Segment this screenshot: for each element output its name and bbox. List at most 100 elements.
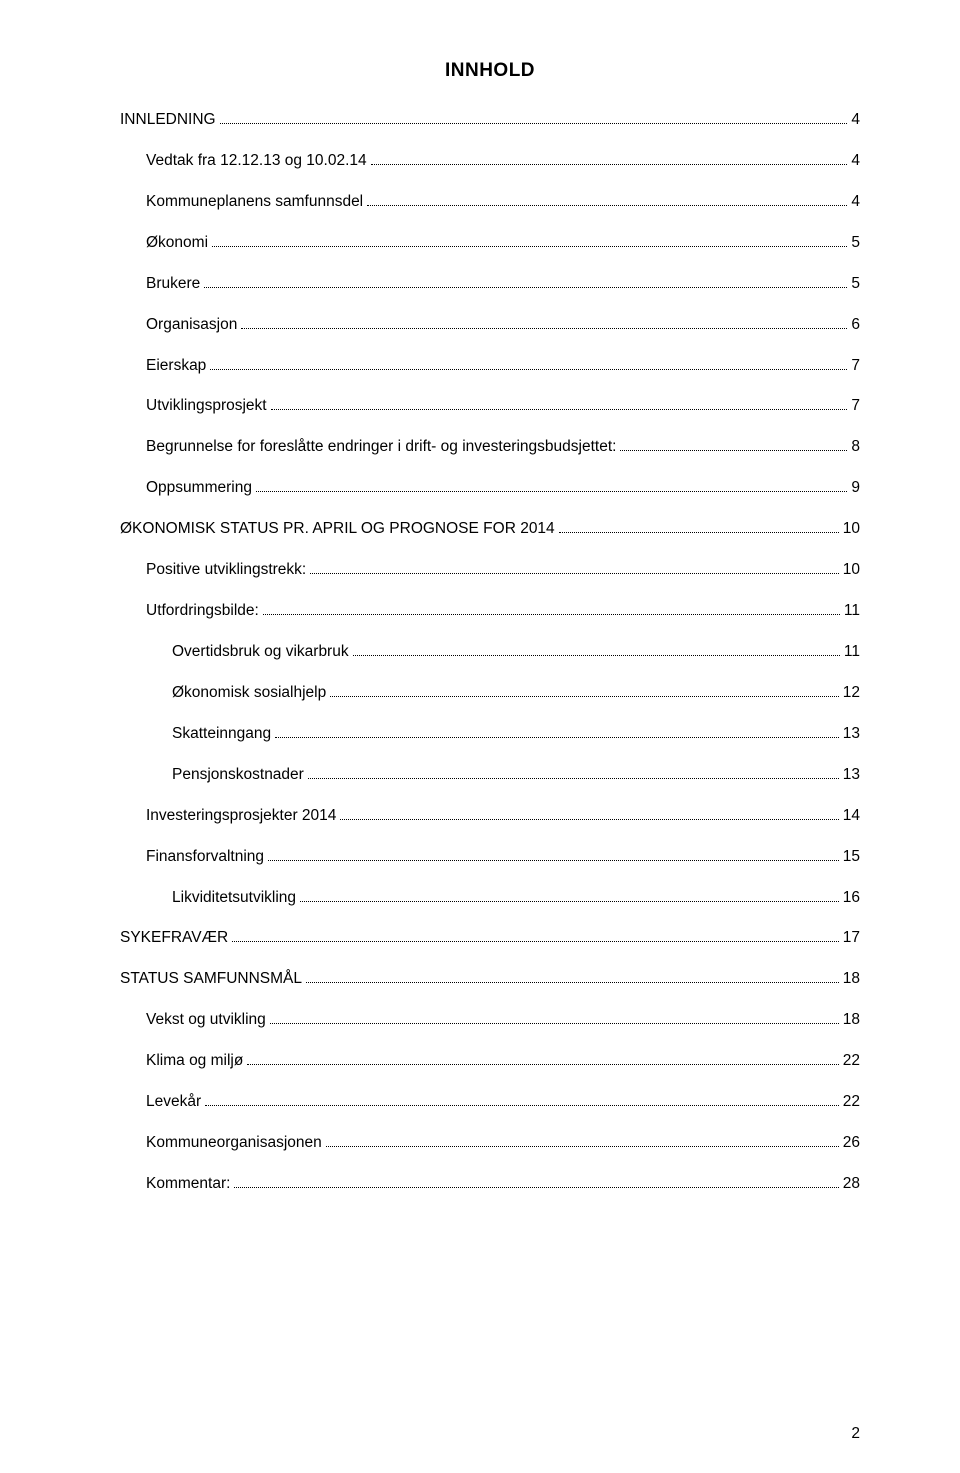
toc-entry-label: INNLEDNING xyxy=(120,110,216,131)
toc-entry-label: Økonomi xyxy=(146,233,208,254)
toc-entry-page: 4 xyxy=(851,192,860,213)
toc-entry-page: 11 xyxy=(844,642,860,663)
toc-leader-dots xyxy=(212,246,847,247)
toc-leader-dots xyxy=(241,328,847,329)
toc-entry-label: Kommuneplanens samfunnsdel xyxy=(146,192,363,213)
toc-leader-dots xyxy=(367,205,847,206)
toc-entry: Finansforvaltning15 xyxy=(120,847,860,868)
toc-entry-page: 4 xyxy=(851,110,860,131)
toc-entry: INNLEDNING 4 xyxy=(120,110,860,131)
toc-entry: Pensjonskostnader 13 xyxy=(120,765,860,786)
toc-entry-label: STATUS SAMFUNNSMÅL xyxy=(120,969,302,990)
toc-entry-page: 4 xyxy=(851,151,860,172)
toc-entry-page: 9 xyxy=(851,478,860,499)
toc-leader-dots xyxy=(270,1023,839,1024)
page-title: INNHOLD xyxy=(120,60,860,82)
toc-leader-dots xyxy=(620,450,847,451)
toc-leader-dots xyxy=(247,1064,838,1065)
toc-entry-label: Likviditetsutvikling xyxy=(172,888,296,909)
toc-entry-label: Positive utviklingstrekk: xyxy=(146,560,306,581)
toc-leader-dots xyxy=(306,982,839,983)
toc-entry-page: 13 xyxy=(843,765,860,786)
toc-entry: Kommuneorganisasjonen 26 xyxy=(120,1133,860,1154)
toc-entry-label: Oppsummering xyxy=(146,478,252,499)
toc-entry-label: Vekst og utvikling xyxy=(146,1010,266,1031)
toc-entry: Brukere 5 xyxy=(120,274,860,295)
toc-leader-dots xyxy=(308,778,839,779)
toc-leader-dots xyxy=(256,491,847,492)
toc-leader-dots xyxy=(268,860,839,861)
toc-entry: Økonomisk sosialhjelp 12 xyxy=(120,683,860,704)
toc-entry-label: Kommuneorganisasjonen xyxy=(146,1133,322,1154)
toc-entry-page: 18 xyxy=(843,969,860,990)
table-of-contents: INNLEDNING4Vedtak fra 12.12.13 og 10.02.… xyxy=(120,110,860,1195)
toc-entry-label: Økonomisk sosialhjelp xyxy=(172,683,326,704)
toc-entry: Kommuneplanens samfunnsdel 4 xyxy=(120,192,860,213)
toc-leader-dots xyxy=(353,655,840,656)
toc-entry: ØKONOMISK STATUS PR. APRIL OG PROGNOSE F… xyxy=(120,519,860,540)
toc-leader-dots xyxy=(234,1187,838,1188)
toc-entry-label: Finansforvaltning xyxy=(146,847,264,868)
toc-entry-page: 12 xyxy=(843,683,860,704)
toc-entry-page: 13 xyxy=(843,724,860,745)
toc-entry: Levekår 22 xyxy=(120,1092,860,1113)
toc-entry-label: Investeringsprosjekter 2014 xyxy=(146,806,336,827)
toc-leader-dots xyxy=(310,573,839,574)
toc-entry-page: 8 xyxy=(851,437,860,458)
page-number: 2 xyxy=(851,1425,860,1443)
toc-entry-page: 6 xyxy=(851,315,860,336)
toc-entry: STATUS SAMFUNNSMÅL 18 xyxy=(120,969,860,990)
toc-entry-label: Brukere xyxy=(146,274,200,295)
toc-entry: Vedtak fra 12.12.13 og 10.02.14 4 xyxy=(120,151,860,172)
toc-entry-label: Skatteinngang xyxy=(172,724,271,745)
toc-entry-page: 22 xyxy=(843,1092,860,1113)
toc-entry-label: Kommentar: xyxy=(146,1174,230,1195)
toc-entry-page: 26 xyxy=(843,1133,860,1154)
toc-entry: Økonomi 5 xyxy=(120,233,860,254)
toc-entry-label: Pensjonskostnader xyxy=(172,765,304,786)
toc-entry-page: 7 xyxy=(851,356,860,377)
toc-entry-label: SYKEFRAVÆR xyxy=(120,928,228,949)
toc-entry-label: Vedtak fra 12.12.13 og 10.02.14 xyxy=(146,151,367,172)
toc-entry-page: 5 xyxy=(851,274,860,295)
toc-entry: Overtidsbruk og vikarbruk11 xyxy=(120,642,860,663)
toc-entry-page: 14 xyxy=(843,806,860,827)
toc-entry: Begrunnelse for foreslåtte endringer i d… xyxy=(120,437,860,458)
toc-leader-dots xyxy=(232,941,839,942)
toc-leader-dots xyxy=(340,819,838,820)
toc-entry: Skatteinngang 13 xyxy=(120,724,860,745)
toc-entry-page: 17 xyxy=(843,928,860,949)
toc-leader-dots xyxy=(326,1146,839,1147)
toc-entry-label: Levekår xyxy=(146,1092,201,1113)
toc-entry-label: ØKONOMISK STATUS PR. APRIL OG PROGNOSE F… xyxy=(120,519,555,540)
toc-entry: SYKEFRAVÆR 17 xyxy=(120,928,860,949)
toc-entry: Utfordringsbilde: 11 xyxy=(120,601,860,622)
toc-leader-dots xyxy=(210,369,847,370)
toc-entry-page: 11 xyxy=(844,601,860,622)
toc-entry-label: Organisasjon xyxy=(146,315,237,336)
toc-leader-dots xyxy=(300,901,839,902)
toc-leader-dots xyxy=(204,287,847,288)
toc-entry-label: Eierskap xyxy=(146,356,206,377)
toc-entry-page: 5 xyxy=(851,233,860,254)
toc-entry-label: Begrunnelse for foreslåtte endringer i d… xyxy=(146,437,616,458)
toc-entry: Utviklingsprosjekt 7 xyxy=(120,396,860,417)
toc-entry-label: Utviklingsprosjekt xyxy=(146,396,267,417)
toc-entry-page: 16 xyxy=(843,888,860,909)
toc-entry-label: Utfordringsbilde: xyxy=(146,601,259,622)
toc-leader-dots xyxy=(205,1105,839,1106)
toc-entry-page: 28 xyxy=(843,1174,860,1195)
toc-entry-page: 7 xyxy=(851,396,860,417)
toc-entry-page: 10 xyxy=(843,560,860,581)
toc-entry-page: 10 xyxy=(843,519,860,540)
toc-entry: Vekst og utvikling18 xyxy=(120,1010,860,1031)
toc-entry-page: 22 xyxy=(843,1051,860,1072)
toc-leader-dots xyxy=(559,532,839,533)
toc-leader-dots xyxy=(263,614,840,615)
toc-entry: Klima og miljø22 xyxy=(120,1051,860,1072)
toc-entry: Kommentar: 28 xyxy=(120,1174,860,1195)
toc-entry: Likviditetsutvikling 16 xyxy=(120,888,860,909)
toc-entry: Investeringsprosjekter 2014 14 xyxy=(120,806,860,827)
toc-leader-dots xyxy=(330,696,839,697)
toc-entry: Positive utviklingstrekk: 10 xyxy=(120,560,860,581)
